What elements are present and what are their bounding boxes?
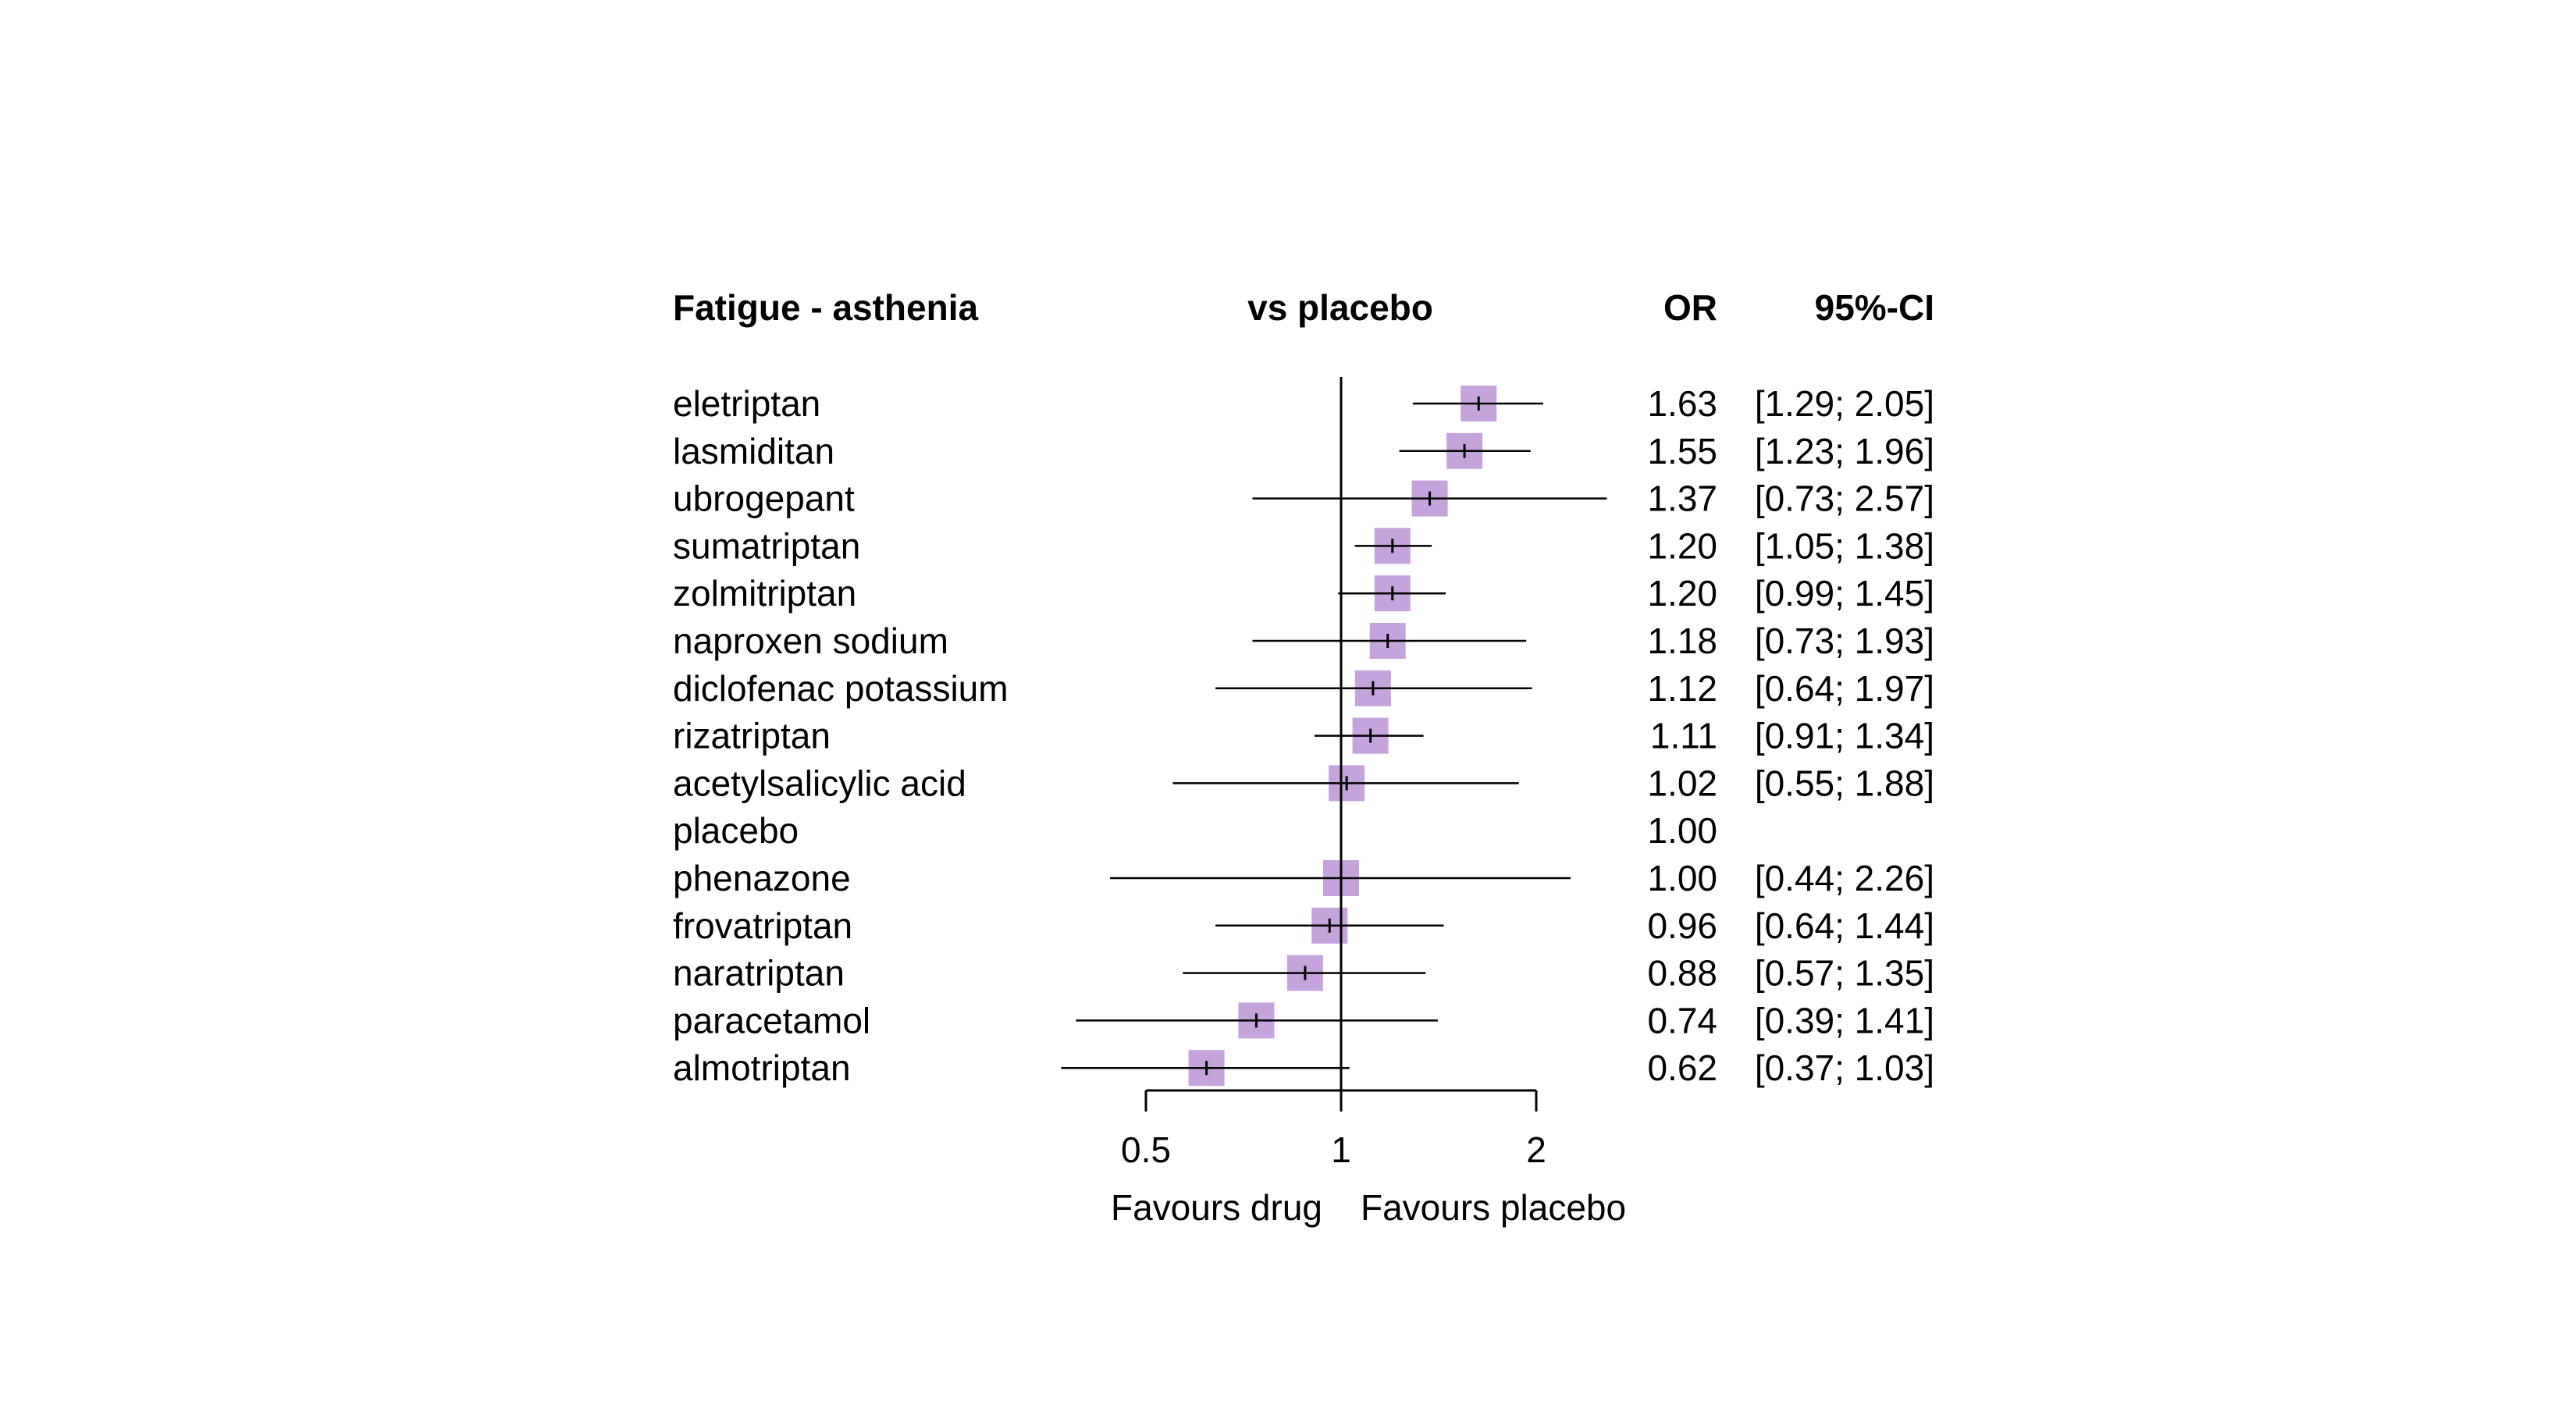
forest-row: rizatriptan 1.11 [0.91; 1.34]: [673, 716, 1934, 756]
row-label: eletriptan: [673, 383, 820, 424]
row-ci-value: [0.57; 1.35]: [1755, 953, 1934, 994]
row-ci-value: [0.55; 1.88]: [1755, 763, 1934, 803]
favours-drug-label: Favours drug: [1111, 1187, 1322, 1228]
row-label: paracetamol: [673, 1000, 870, 1040]
row-or-value: 1.20: [1647, 573, 1717, 614]
x-tick-label: 1: [1331, 1129, 1351, 1170]
row-ci-value: [0.99; 1.45]: [1755, 573, 1934, 614]
ci-header: 95%-CI: [1815, 287, 1934, 328]
row-or-value: 1.55: [1647, 431, 1717, 471]
forest-row: eletriptan 1.63 [1.29; 2.05]: [673, 383, 1934, 424]
x-axis: 0.5 1 2: [1121, 1089, 1546, 1170]
forest-row: zolmitriptan 1.20 [0.99; 1.45]: [673, 573, 1934, 614]
row-label: diclofenac potassium: [673, 668, 1009, 709]
row-label: acetylsalicylic acid: [673, 763, 966, 803]
row-or-value: 1.00: [1647, 858, 1717, 898]
forest-row: phenazone 1.00 [0.44; 2.26]: [673, 858, 1934, 898]
row-or-value: 1.63: [1647, 383, 1717, 424]
row-ci-value: [0.37; 1.03]: [1755, 1048, 1934, 1088]
row-ci-value: [1.29; 2.05]: [1755, 383, 1934, 424]
row-or-value: 0.88: [1647, 953, 1717, 994]
or-header: OR: [1663, 287, 1717, 328]
forest-row: sumatriptan 1.20 [1.05; 1.38]: [673, 525, 1934, 566]
row-label: zolmitriptan: [673, 573, 856, 614]
row-ci-value: [1.05; 1.38]: [1755, 525, 1934, 566]
row-or-value: 0.62: [1647, 1048, 1717, 1088]
row-label: frovatriptan: [673, 905, 852, 946]
row-ci-value: [0.64; 1.97]: [1755, 668, 1934, 709]
forest-row: naproxen sodium 1.18 [0.73; 1.93]: [673, 621, 1934, 661]
row-ci-value: [0.91; 1.34]: [1755, 716, 1934, 756]
row-label: naratriptan: [673, 953, 845, 994]
row-or-value: 1.02: [1647, 763, 1717, 803]
x-tick-label: 2: [1526, 1129, 1546, 1170]
row-or-value: 1.11: [1650, 716, 1717, 756]
forest-row: diclofenac potassium 1.12 [0.64; 1.97]: [673, 668, 1934, 709]
row-label: sumatriptan: [673, 525, 860, 566]
row-or-value: 1.20: [1647, 525, 1717, 566]
forest-row: paracetamol 0.74 [0.39; 1.41]: [673, 1000, 1934, 1040]
row-or-value: 1.12: [1647, 668, 1717, 709]
row-label: ubrogepant: [673, 478, 855, 519]
row-or-value: 0.96: [1647, 905, 1717, 946]
row-or-value: 1.18: [1647, 621, 1717, 661]
forest-row: lasmiditan 1.55 [1.23; 1.96]: [673, 431, 1934, 471]
forest-row: frovatriptan 0.96 [0.64; 1.44]: [673, 905, 1934, 946]
row-label: almotriptan: [673, 1048, 851, 1088]
row-label: rizatriptan: [673, 716, 831, 756]
row-ci-value: [0.64; 1.44]: [1755, 905, 1934, 946]
row-label: lasmiditan: [673, 431, 834, 471]
row-ci-value: [0.44; 2.26]: [1755, 858, 1934, 898]
comparison-header: vs placebo: [1247, 287, 1433, 328]
row-ci-value: [0.39; 1.41]: [1755, 1000, 1934, 1040]
forest-row: ubrogepant 1.37 [0.73; 2.57]: [673, 478, 1934, 519]
row-ci-value: [0.73; 2.57]: [1755, 478, 1934, 519]
row-ci-value: [1.23; 1.96]: [1755, 431, 1934, 471]
row-ci-value: [0.73; 1.93]: [1755, 621, 1934, 661]
row-or-value: 1.00: [1647, 810, 1717, 851]
row-label: naproxen sodium: [673, 621, 948, 661]
plot-title: Fatigue - asthenia: [673, 287, 978, 328]
row-label: placebo: [673, 810, 799, 851]
forest-row: acetylsalicylic acid 1.02 [0.55; 1.88]: [673, 763, 1934, 803]
forest-row: placebo 1.00: [673, 810, 1717, 851]
favours-placebo-label: Favours placebo: [1361, 1187, 1626, 1228]
row-label: phenazone: [673, 858, 851, 898]
forest-row: naratriptan 0.88 [0.57; 1.35]: [673, 953, 1934, 994]
rows-group: eletriptan 1.63 [1.29; 2.05] lasmiditan 1.55…: [673, 383, 1934, 1088]
row-or-value: 1.37: [1647, 478, 1717, 519]
row-or-value: 0.74: [1647, 1000, 1717, 1040]
x-tick-label: 0.5: [1121, 1129, 1171, 1170]
forest-row: almotriptan 0.62 [0.37; 1.03]: [673, 1048, 1934, 1088]
